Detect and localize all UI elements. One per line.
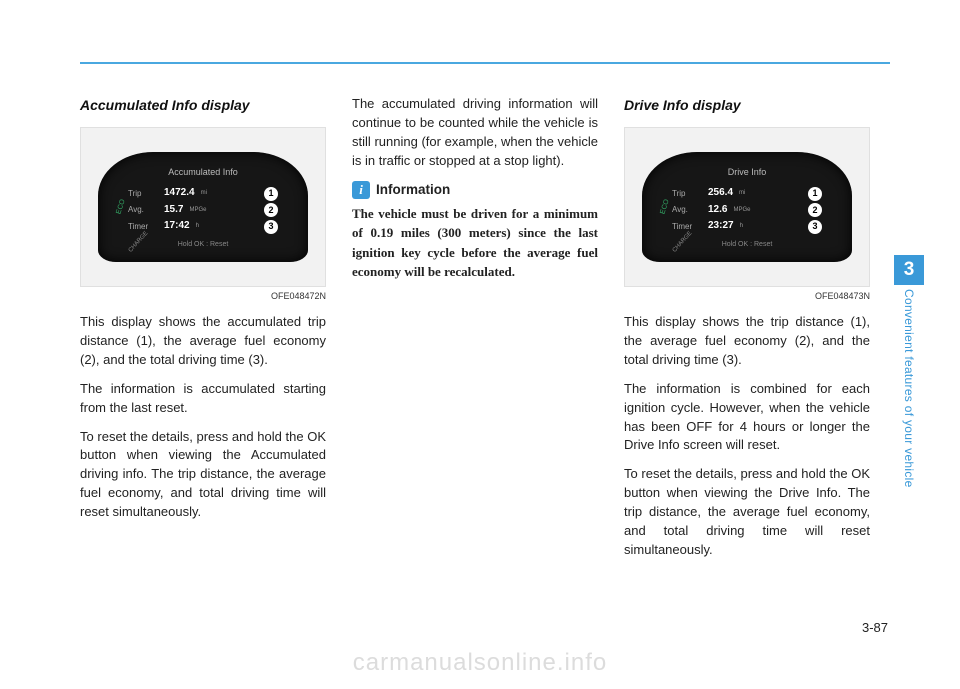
section2-p1: The accumulated driving information will… [352,95,598,170]
trip-unit: mi [201,189,207,198]
cluster1-rows: Trip 1472.4 mi 1 Avg. 15.7 MPGe 2 Timer … [128,186,278,236]
watermark: carmanualsonline.info [0,649,960,677]
section1-p3: To reset the details, press and hold the… [80,428,326,522]
timer-label: Timer [128,221,158,233]
section3-p1: This display shows the trip distance (1)… [624,313,870,370]
cluster2-hold: Hold OK : Reset [642,240,852,250]
cluster2-row-trip: Trip 256.4 mi 1 [672,186,822,201]
info-heading: i Information [352,180,598,200]
section3-p2: The information is combined for each ign… [624,380,870,455]
cluster2-row-timer: Timer 23:27 h 3 [672,219,822,234]
eco-label: ECO [114,199,128,217]
avg-label-2: Avg. [672,204,702,216]
figure-accumulated-info: Accumulated Info ECO CHARGE Trip 1472.4 … [80,127,326,287]
trip-label: Trip [128,188,158,200]
avg-unit-2: MPGe [733,206,750,215]
eco-label-2: ECO [658,199,672,217]
column-3: Drive Info display Drive Info ECO CHARGE… [624,95,870,569]
badge-1-icon: 1 [264,187,278,201]
badge-3-icon-2: 3 [808,220,822,234]
trip-label-2: Trip [672,188,702,200]
timer-unit: h [196,222,199,231]
timer-label-2: Timer [672,221,702,233]
cluster1-title: Accumulated Info [98,166,308,179]
badge-1-icon-2: 1 [808,187,822,201]
avg-value-2: 12.6 [708,203,727,218]
section1-p2: The information is accumulated starting … [80,380,326,418]
chapter-label: Convenient features of your vehicle [902,289,916,488]
cluster1-hold: Hold OK : Reset [98,240,308,250]
column-1: Accumulated Info display Accumulated Inf… [80,95,326,569]
side-tab: 3 Convenient features of your vehicle [894,255,924,488]
cluster1-row-avg: Avg. 15.7 MPGe 2 [128,203,278,218]
section1-heading: Accumulated Info display [80,95,326,115]
section1-p1: This display shows the accumulated trip … [80,313,326,370]
cluster2-title: Drive Info [642,166,852,179]
timer-unit-2: h [740,222,743,231]
page-number: 3-87 [862,620,888,635]
info-icon: i [352,181,370,199]
chapter-number: 3 [894,255,924,285]
badge-2-icon-2: 2 [808,203,822,217]
cluster-display-2: Drive Info ECO CHARGE Trip 256.4 mi 1 Av… [642,152,852,262]
figure-drive-info: Drive Info ECO CHARGE Trip 256.4 mi 1 Av… [624,127,870,287]
badge-2-icon: 2 [264,203,278,217]
cluster1-row-trip: Trip 1472.4 mi 1 [128,186,278,201]
cluster-display-1: Accumulated Info ECO CHARGE Trip 1472.4 … [98,152,308,262]
cluster2-row-avg: Avg. 12.6 MPGe 2 [672,203,822,218]
column-2: The accumulated driving information will… [352,95,598,569]
trip-value-2: 256.4 [708,186,733,201]
trip-unit-2: mi [739,189,745,198]
info-text: The vehicle must be driven for a minimum… [352,204,598,282]
figure1-caption: OFE048472N [80,290,326,303]
figure2-caption: OFE048473N [624,290,870,303]
info-label: Information [376,180,450,200]
avg-value: 15.7 [164,203,183,218]
cluster2-rows: Trip 256.4 mi 1 Avg. 12.6 MPGe 2 Timer 2… [672,186,822,236]
cluster1-row-timer: Timer 17:42 h 3 [128,219,278,234]
section3-p3: To reset the details, press and hold the… [624,465,870,559]
badge-3-icon: 3 [264,220,278,234]
timer-value-2: 23:27 [708,219,734,234]
top-rule [80,62,890,64]
avg-unit: MPGe [189,206,206,215]
avg-label: Avg. [128,204,158,216]
section3-heading: Drive Info display [624,95,870,115]
page-content: Accumulated Info display Accumulated Inf… [80,95,870,569]
timer-value: 17:42 [164,219,190,234]
trip-value: 1472.4 [164,186,195,201]
